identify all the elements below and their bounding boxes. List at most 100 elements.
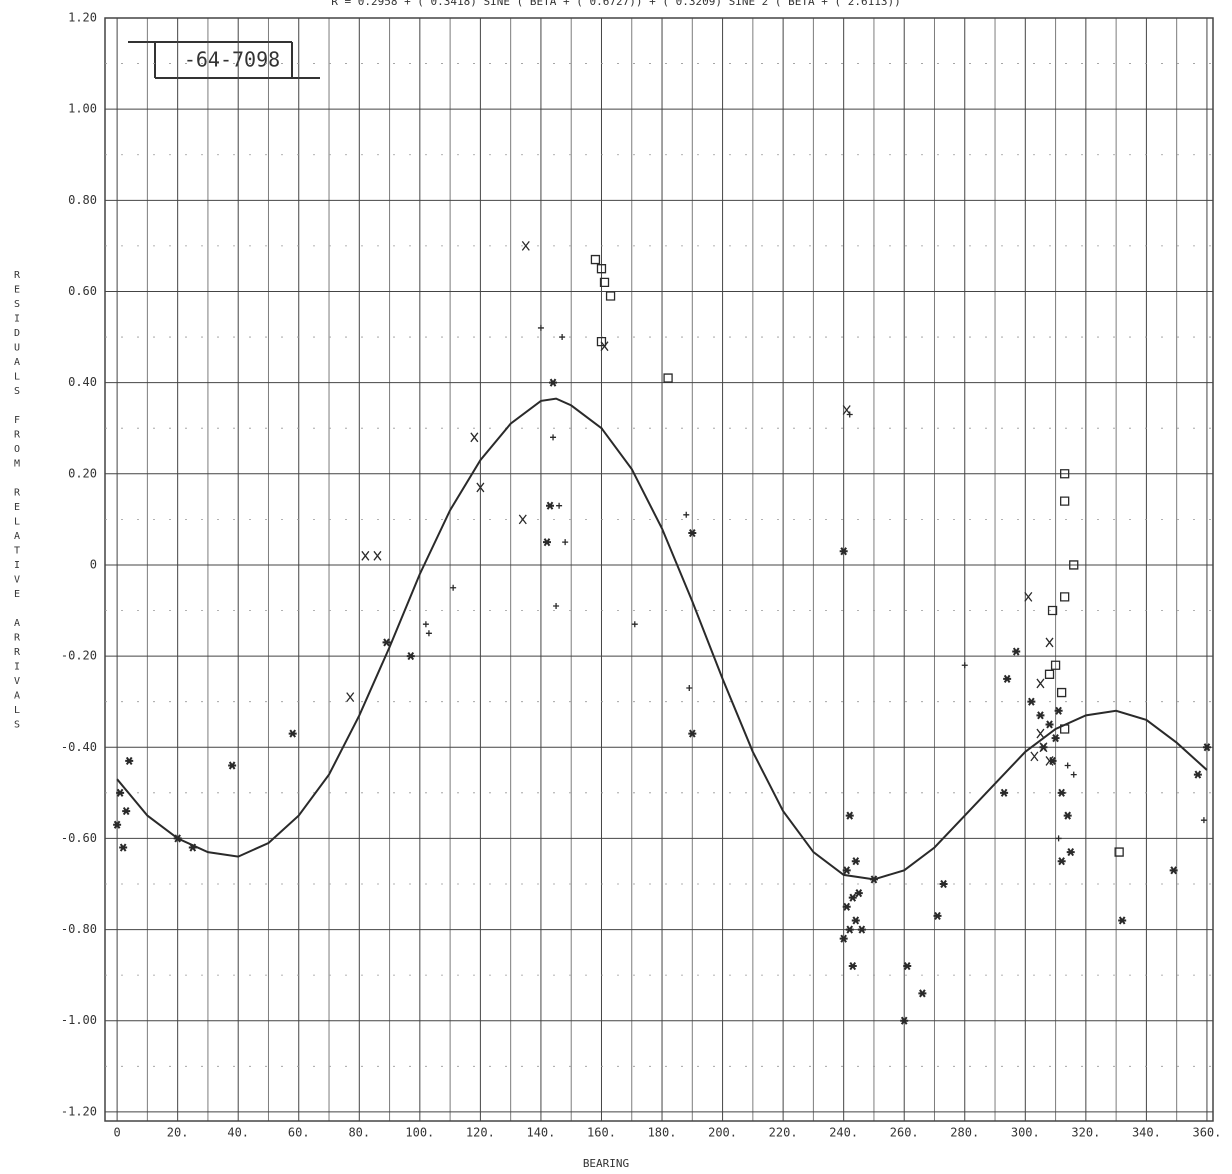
x-tick-label: 80.: [348, 1126, 370, 1140]
data-point: [173, 834, 182, 843]
x-axis-label: BEARING: [583, 1157, 629, 1170]
data-point: [1200, 817, 1207, 824]
data-point: [961, 662, 968, 669]
data-point: [562, 539, 569, 546]
data-point: [686, 685, 693, 692]
annotation-box: -64-7098: [128, 41, 320, 79]
data-point: [1057, 788, 1066, 797]
data-point: [542, 538, 551, 547]
x-tick-label: 60.: [288, 1126, 310, 1140]
y-tick-label: 0.20: [68, 466, 97, 480]
data-point: [839, 934, 848, 943]
y-tick-label: 0.80: [68, 193, 97, 207]
data-point: [848, 961, 857, 971]
data-point: [1024, 591, 1033, 602]
data-point: [1060, 724, 1070, 734]
data-point: [450, 584, 457, 591]
x-tick-label: 160.: [587, 1126, 616, 1140]
y-tick-label: 0: [90, 557, 97, 571]
data-point: [590, 254, 601, 265]
x-tick-label: 340.: [1132, 1126, 1161, 1140]
data-point: [842, 866, 851, 875]
y-tick-label: 1.00: [68, 102, 97, 116]
data-point: [549, 378, 558, 387]
data-point: [550, 434, 557, 441]
x-tick-label: 40.: [227, 1126, 249, 1140]
data-point: [1027, 697, 1036, 706]
data-point: [1047, 605, 1058, 616]
data-point: [845, 925, 854, 934]
data-point: [537, 324, 544, 331]
data-point: [116, 788, 125, 797]
data-point: [521, 240, 530, 251]
data-point: [1118, 916, 1127, 925]
data-point: [903, 961, 912, 971]
data-point: [518, 514, 527, 525]
data-point: [845, 811, 854, 820]
data-point: [188, 843, 197, 852]
y-tick-label: -1.20: [61, 1104, 97, 1118]
data-point: [869, 875, 878, 884]
data-point: [1193, 770, 1202, 779]
data-point: [688, 729, 697, 738]
x-tick-label: 300.: [1011, 1126, 1040, 1140]
data-point: [361, 550, 370, 561]
data-point: [857, 925, 866, 934]
x-tick-label: 180.: [648, 1126, 677, 1140]
data-point: [1036, 711, 1045, 720]
data-point: [1054, 706, 1063, 715]
data-point: [854, 889, 863, 898]
data-point: [1060, 496, 1070, 506]
y-tick-label: -0.40: [61, 740, 97, 754]
y-tick-label: -1.00: [61, 1013, 97, 1027]
data-point: [846, 411, 853, 418]
data-point: [553, 602, 560, 609]
x-tick-label: 240.: [829, 1126, 858, 1140]
data-point: [288, 729, 297, 738]
data-point: [406, 652, 415, 661]
data-point: [113, 820, 122, 829]
data-point: [1202, 743, 1211, 752]
x-tick-label: 200.: [708, 1126, 737, 1140]
x-tick-label: 0: [113, 1126, 120, 1140]
data-point: [839, 547, 848, 556]
data-point: [1051, 734, 1060, 743]
data-point: [599, 277, 610, 288]
y-tick-label: -0.60: [61, 831, 97, 845]
y-tick-label: 0.60: [68, 284, 97, 298]
data-point: [1169, 866, 1178, 875]
data-point: [918, 989, 927, 998]
data-point: [556, 502, 563, 509]
data-point: [683, 511, 690, 518]
data-point: [1003, 674, 1012, 683]
data-point: [1060, 592, 1070, 602]
data-point: [1056, 687, 1067, 698]
x-tick-label: 20.: [167, 1126, 189, 1140]
data-point: [1045, 720, 1054, 729]
data-point: [1012, 647, 1021, 656]
data-point: [119, 843, 128, 852]
data-point: [1036, 678, 1045, 689]
data-point: [600, 341, 609, 352]
data-point: [842, 902, 851, 911]
data-point: [1069, 560, 1079, 570]
data-point: [1000, 788, 1009, 797]
data-point: [122, 806, 131, 816]
y-tick-label: 0.40: [68, 375, 97, 389]
data-point: [125, 756, 134, 766]
data-point: [228, 761, 237, 770]
data-point: [688, 528, 697, 538]
data-point: [1063, 811, 1072, 820]
data-point: [596, 264, 607, 274]
x-tick-label: 140.: [526, 1126, 555, 1140]
data-point: [425, 630, 432, 637]
y-tick-label: -0.20: [61, 649, 97, 663]
data-point: [1050, 660, 1061, 670]
annotation: -64-7098: [184, 48, 280, 72]
data-point: [605, 291, 616, 301]
x-tick-label: 320.: [1071, 1126, 1100, 1140]
data-point: [1060, 469, 1070, 479]
